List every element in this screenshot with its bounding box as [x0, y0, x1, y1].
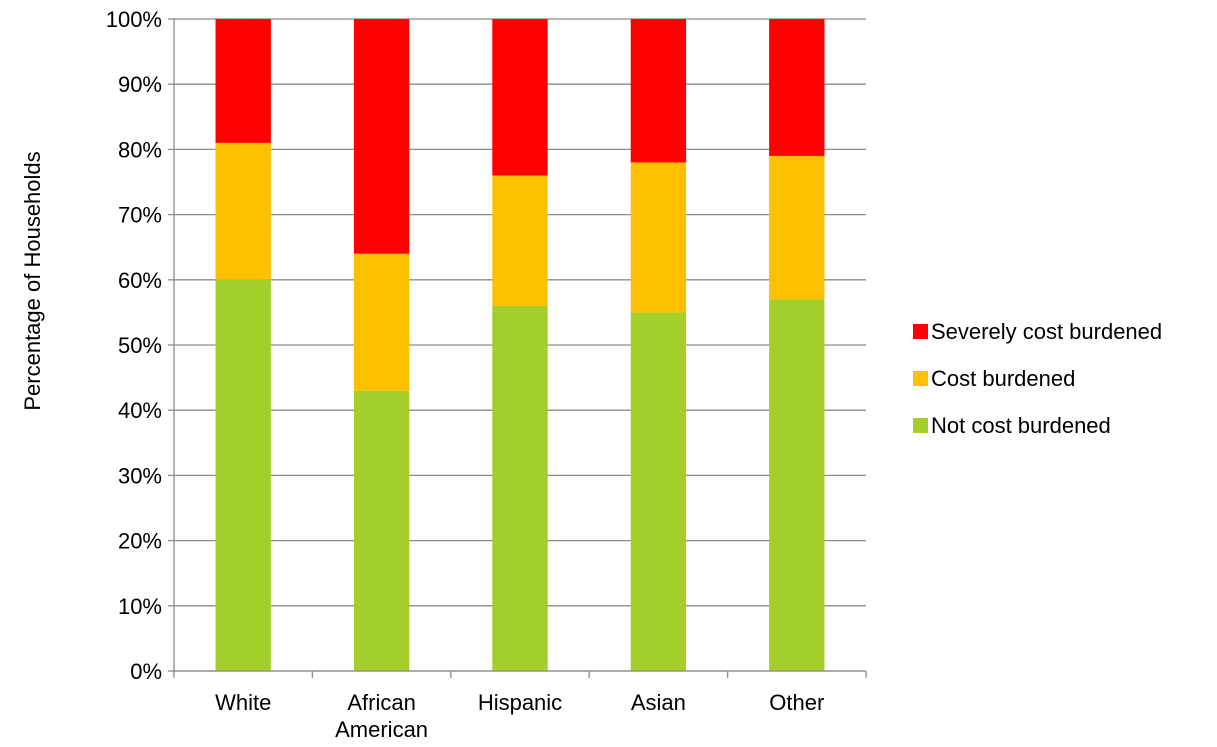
bar-segment — [492, 175, 548, 306]
x-category-label: Other — [769, 690, 824, 715]
bar-segment — [769, 299, 825, 671]
bar-segment — [769, 155, 825, 300]
y-tick-label: 10% — [118, 594, 162, 619]
legend-label: Cost burdened — [931, 366, 1075, 391]
y-tick-label: 100% — [106, 7, 162, 32]
bar-segment — [353, 19, 410, 254]
bar-segment — [630, 312, 687, 671]
y-tick-label: 70% — [118, 203, 162, 228]
bar-segment — [215, 142, 271, 280]
bar-segment — [492, 19, 548, 176]
bar-segment — [492, 305, 548, 671]
bar-segment — [353, 390, 410, 671]
bar-segment — [769, 19, 825, 156]
legend-swatch — [913, 371, 928, 386]
y-axis-title: Percentage of Households — [20, 151, 45, 410]
x-category-labels: White African American Hispanic Asian Other — [215, 690, 824, 742]
bar-segment — [630, 162, 687, 313]
axes — [168, 18, 867, 678]
x-category-label: White — [215, 690, 271, 715]
x-category-label: Hispanic — [478, 690, 562, 715]
bars — [215, 19, 825, 671]
x-category-label: African American — [335, 690, 428, 742]
x-category-label: Asian — [631, 690, 686, 715]
y-tick-label: 80% — [118, 137, 162, 162]
legend-swatch — [913, 324, 928, 339]
bar-segment — [215, 19, 271, 143]
y-tick-label: 40% — [118, 398, 162, 423]
y-tick-labels: 0% 10% 20% 30% 40% 50% 60% 70% 80% 90% 100% — [106, 7, 162, 684]
legend-label: Not cost burdened — [931, 413, 1111, 438]
bar-segment — [630, 19, 687, 163]
y-tick-label: 60% — [118, 268, 162, 293]
y-tick-label: 50% — [118, 333, 162, 358]
y-tick-label: 20% — [118, 529, 162, 554]
legend-label: Severely cost burdened — [931, 319, 1162, 344]
y-tick-label: 30% — [118, 463, 162, 488]
legend-swatch — [913, 418, 928, 433]
bar-segment — [353, 253, 410, 391]
bar-segment — [215, 279, 271, 671]
y-tick-label: 90% — [118, 72, 162, 97]
y-tick-label: 0% — [130, 659, 162, 684]
legend: Severely cost burdened Cost burdened Not c… — [913, 319, 1162, 438]
